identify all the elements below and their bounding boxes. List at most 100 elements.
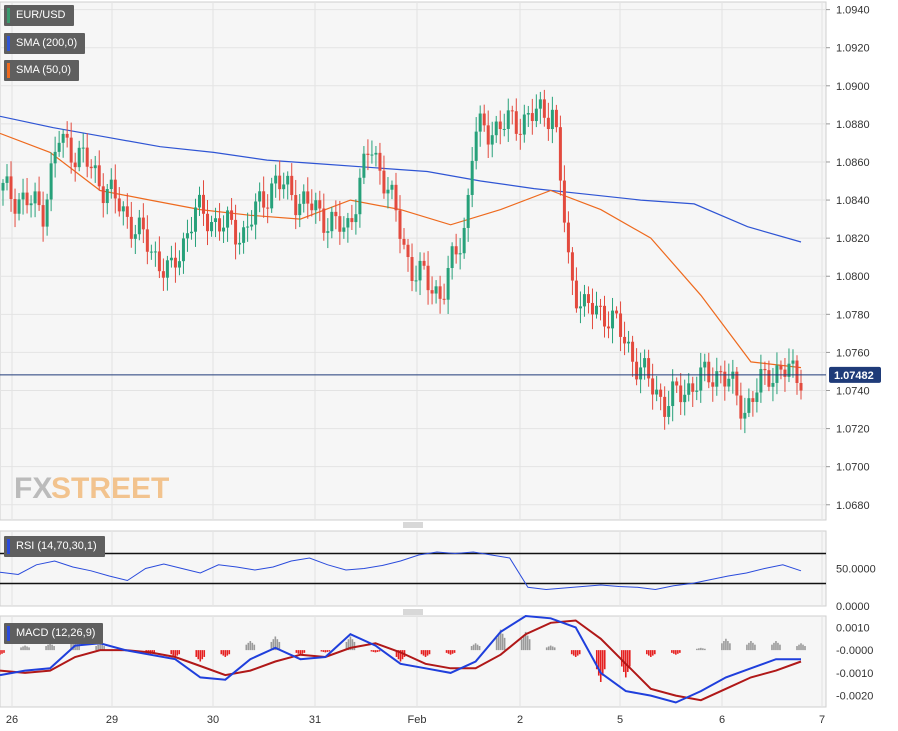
macd-histogram-bar — [721, 643, 723, 651]
candle-body — [570, 252, 574, 281]
candle-body — [562, 180, 566, 223]
candle-body — [739, 395, 743, 419]
macd-histogram-bar — [520, 639, 523, 651]
macd-histogram-bar — [78, 643, 80, 651]
macd-histogram-bar — [603, 650, 606, 670]
legend-sma200[interactable]: SMA (200,0) — [4, 33, 86, 54]
candle-body — [687, 383, 691, 395]
candle-body — [210, 222, 214, 232]
macd-histogram-bar — [472, 644, 475, 651]
macd-histogram-bar — [802, 644, 804, 651]
candle-body — [418, 260, 422, 281]
candle-body — [222, 227, 226, 232]
candle-body — [787, 363, 791, 377]
candle-body — [390, 184, 394, 190]
macd-histogram-bar — [1, 650, 3, 654]
macd-histogram-bar — [172, 650, 175, 656]
candle-body — [522, 114, 526, 135]
macd-histogram-bar — [170, 650, 173, 655]
legend-sma50[interactable]: SMA (50,0) — [4, 60, 80, 81]
macd-histogram-bar — [174, 650, 177, 657]
macd-histogram-bar — [553, 647, 556, 651]
candle-body — [177, 261, 181, 268]
macd-histogram-bar — [503, 637, 506, 651]
x-tick-label: 6 — [719, 714, 725, 726]
macd-histogram-bar — [370, 650, 373, 652]
legend-sma50-swatch — [7, 63, 10, 78]
candle-body — [374, 152, 378, 155]
candle-body — [41, 205, 45, 227]
macd-histogram-bar — [399, 650, 402, 662]
candle-body — [342, 227, 346, 232]
macd-panel — [0, 615, 827, 708]
macd-histogram-bar — [796, 646, 798, 651]
macd-histogram-bar — [303, 650, 306, 653]
candle-body — [659, 389, 663, 397]
candle-body — [29, 203, 33, 206]
macd-histogram-bar — [499, 629, 502, 651]
price-tick-label: 1.0820 — [836, 233, 870, 245]
macd-histogram-bar — [453, 650, 456, 653]
macd-histogram-bar — [777, 642, 779, 651]
macd-histogram-bar — [251, 642, 254, 651]
macd-histogram-bar — [646, 650, 648, 655]
candle-body — [338, 216, 342, 232]
candle-body — [125, 206, 129, 217]
macd-histogram-bar — [297, 650, 300, 654]
legend-eurusd[interactable]: EUR/USD — [4, 5, 74, 26]
candle-body — [683, 394, 687, 403]
legend-macd-label: MACD (12,26,9) — [16, 627, 96, 639]
legend-rsi-label: RSI (14,70,30,1) — [16, 540, 97, 552]
candle-body — [9, 176, 13, 200]
macd-histogram-bar — [474, 643, 477, 651]
macd-histogram-bar — [22, 646, 24, 651]
macd-histogram-bar — [798, 644, 800, 651]
macd-histogram-bar — [328, 650, 331, 652]
candle-body — [81, 147, 85, 149]
candle-body — [346, 218, 350, 228]
x-tick-label: 7 — [819, 714, 825, 726]
candle-body — [711, 382, 715, 387]
macd-histogram-bar — [70, 643, 72, 651]
candle-body — [410, 257, 414, 281]
macd-histogram-bar — [176, 650, 179, 656]
macd-histogram-bar — [771, 644, 773, 651]
macd-histogram-bar — [226, 650, 229, 656]
candle-body — [394, 184, 398, 211]
candle-body — [558, 127, 562, 181]
macd-histogram-bar — [401, 650, 404, 660]
macd-histogram-bar — [650, 650, 652, 657]
macd-histogram-bar — [704, 648, 706, 651]
candle-body — [695, 390, 699, 392]
price-tick-label: 1.0940 — [836, 5, 870, 17]
macd-histogram-bar — [247, 642, 250, 651]
macd-histogram-bar — [578, 650, 581, 655]
legend-sma200-swatch — [7, 36, 10, 51]
candle-body — [791, 360, 795, 364]
candle-body — [306, 191, 310, 204]
macd-histogram-bar — [597, 650, 600, 676]
macd-histogram-bar — [222, 650, 225, 656]
candle-body — [173, 257, 177, 268]
current-price-label: 1.07482 — [834, 370, 874, 382]
candle-body — [157, 251, 161, 272]
macd-histogram-bar — [671, 650, 673, 653]
candle-body — [189, 231, 193, 234]
candle-body — [73, 162, 77, 168]
macd-histogram-bar — [451, 650, 454, 654]
macd-histogram-bar — [422, 650, 425, 656]
legend-macd[interactable]: MACD (12,26,9) — [4, 623, 104, 644]
macd-histogram-bar — [228, 650, 231, 655]
candle-body — [699, 367, 703, 391]
candle-body — [691, 383, 695, 392]
candle-body — [775, 365, 779, 383]
candle-body — [498, 121, 502, 130]
candle-body — [615, 310, 619, 314]
candle-body — [458, 253, 462, 255]
legend-rsi[interactable]: RSI (14,70,30,1) — [4, 536, 105, 557]
macd-histogram-bar — [746, 644, 748, 651]
macd-histogram-bar — [322, 650, 325, 652]
macd-histogram-bar — [20, 647, 22, 651]
macd-histogram-bar — [26, 646, 28, 651]
macd-histogram-bar — [324, 650, 327, 653]
